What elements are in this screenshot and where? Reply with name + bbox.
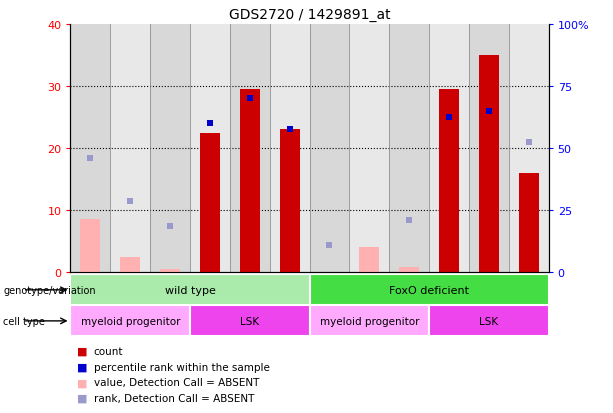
Title: GDS2720 / 1429891_at: GDS2720 / 1429891_at xyxy=(229,8,390,22)
Bar xyxy=(310,306,429,337)
Bar xyxy=(80,220,101,273)
Text: count: count xyxy=(94,346,123,356)
Bar xyxy=(469,25,509,273)
Bar xyxy=(190,25,230,273)
Bar xyxy=(70,306,190,337)
Text: rank, Detection Call = ABSENT: rank, Detection Call = ABSENT xyxy=(94,393,254,403)
Bar xyxy=(389,25,429,273)
Text: LSK: LSK xyxy=(240,316,259,326)
Bar xyxy=(429,25,469,273)
Bar xyxy=(439,90,459,273)
Text: wild type: wild type xyxy=(165,285,215,295)
Bar xyxy=(479,56,499,273)
Bar xyxy=(399,268,419,273)
Bar xyxy=(310,275,549,306)
Bar xyxy=(160,270,180,273)
Bar xyxy=(110,25,150,273)
Bar xyxy=(150,25,190,273)
Text: cell type: cell type xyxy=(3,316,45,326)
Bar xyxy=(70,25,110,273)
Bar xyxy=(240,90,260,273)
Text: value, Detection Call = ABSENT: value, Detection Call = ABSENT xyxy=(94,377,259,387)
Bar xyxy=(519,173,539,273)
Bar xyxy=(120,257,140,273)
Bar xyxy=(310,25,349,273)
Text: ■: ■ xyxy=(77,346,87,356)
Text: FoxO deficient: FoxO deficient xyxy=(389,285,469,295)
Bar xyxy=(70,275,310,306)
Bar xyxy=(349,25,389,273)
Bar xyxy=(359,248,379,273)
Text: ■: ■ xyxy=(77,362,87,372)
Text: LSK: LSK xyxy=(479,316,498,326)
Bar xyxy=(270,25,310,273)
Text: percentile rank within the sample: percentile rank within the sample xyxy=(94,362,270,372)
Bar xyxy=(200,133,220,273)
Text: myeloid progenitor: myeloid progenitor xyxy=(80,316,180,326)
Bar xyxy=(230,25,270,273)
Text: ■: ■ xyxy=(77,393,87,403)
Bar xyxy=(280,130,300,273)
Text: ■: ■ xyxy=(77,377,87,387)
Bar xyxy=(509,25,549,273)
Text: myeloid progenitor: myeloid progenitor xyxy=(319,316,419,326)
Bar xyxy=(190,306,310,337)
Text: genotype/variation: genotype/variation xyxy=(3,285,96,295)
Bar xyxy=(429,306,549,337)
